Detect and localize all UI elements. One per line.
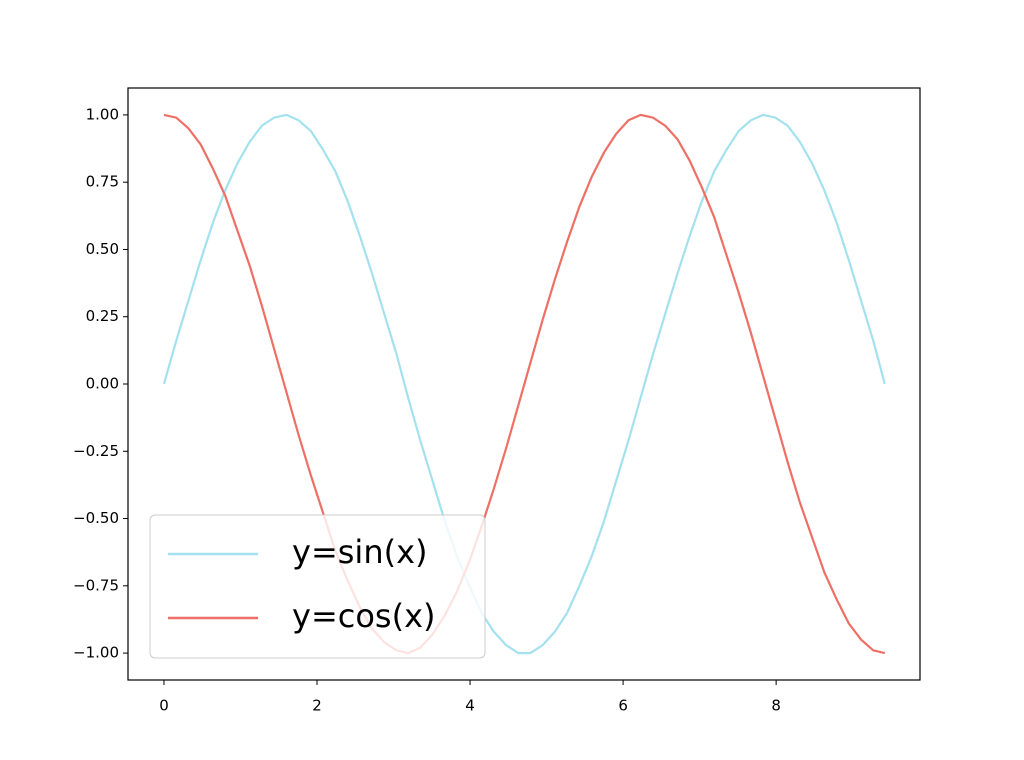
y-tick-label: −0.25	[73, 442, 119, 460]
x-tick-label: 0	[159, 697, 169, 715]
line-series	[163, 113, 886, 655]
y-tick-label: −1.00	[73, 644, 119, 662]
x-tick-label: 8	[771, 697, 781, 715]
line-series	[162, 113, 886, 655]
x-tick-label: 4	[465, 697, 475, 715]
legend-box	[149, 514, 486, 659]
y-tick-label: −0.50	[73, 509, 119, 527]
y-tick-label: 1.00	[86, 105, 119, 123]
legend-label: y=cos(x)	[292, 597, 436, 635]
y-tick-label: 0.75	[86, 173, 119, 191]
y-tick-label: 0.50	[86, 240, 119, 258]
x-tick-label: 6	[618, 697, 628, 715]
y-tick-label: 0.00	[86, 375, 119, 393]
y-tick-label: −0.75	[73, 576, 119, 594]
x-tick-label: 2	[312, 697, 322, 715]
legend-label: y=sin(x)	[292, 533, 428, 571]
y-tick-label: 0.25	[86, 307, 119, 325]
plot-frame	[127, 87, 921, 681]
